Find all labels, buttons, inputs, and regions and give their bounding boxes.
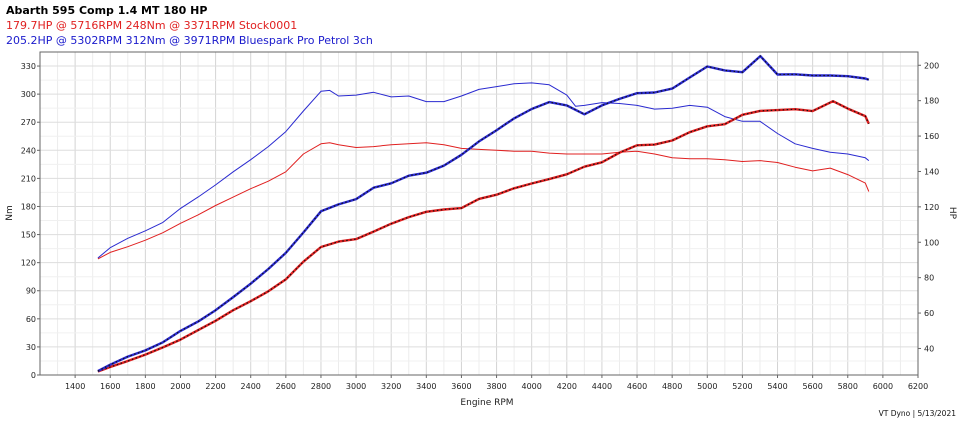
x-tick-label: 4200 xyxy=(557,382,577,391)
x-tick-label: 5400 xyxy=(767,382,787,391)
x-tick-label: 1600 xyxy=(100,382,120,391)
plot-frame xyxy=(39,51,919,376)
y2-tick-label: 140 xyxy=(924,167,939,176)
x-axis-label: Engine RPM xyxy=(460,398,513,408)
y2-tick-label: 80 xyxy=(924,274,934,283)
y-tick-label: 300 xyxy=(21,90,36,99)
x-tick-label: 6200 xyxy=(908,382,928,391)
y-axis-label-right: HP xyxy=(947,207,957,220)
y-tick-label: 210 xyxy=(21,174,36,183)
y-tick-label: 270 xyxy=(21,118,36,127)
footer-credit: VT Dyno | 5/13/2021 xyxy=(878,409,956,418)
series-line-bluespark-power-dots xyxy=(97,55,870,372)
x-tick-label: 2400 xyxy=(241,382,261,391)
run-summary-stock: 179.7HP @ 5716RPM 248Nm @ 3371RPM Stock0… xyxy=(6,19,298,32)
y-tick-label: 330 xyxy=(21,62,36,71)
x-tick-label: 1800 xyxy=(135,382,155,391)
y-tick-label: 0 xyxy=(31,371,36,380)
series-line-bluespark-torque xyxy=(97,82,870,259)
y2-tick-label: 200 xyxy=(924,61,939,70)
x-tick-label: 5800 xyxy=(838,382,858,391)
y-tick-label: 150 xyxy=(21,231,36,240)
y-tick-label: 180 xyxy=(21,202,36,211)
x-tick-label: 5600 xyxy=(802,382,822,391)
x-tick-label: 1400 xyxy=(65,382,85,391)
series-line-stock0001-power-dots xyxy=(97,100,870,373)
grid xyxy=(40,52,918,376)
y2-tick-label: 120 xyxy=(924,203,939,212)
run-summary-bluespark: 205.2HP @ 5302RPM 312Nm @ 3971RPM Bluesp… xyxy=(6,34,373,47)
x-tick-label: 4400 xyxy=(592,382,612,391)
y-tick-label: 120 xyxy=(21,259,36,268)
x-tick-label: 6000 xyxy=(873,382,893,391)
series-line-stock0001-torque xyxy=(97,142,870,260)
data-series xyxy=(97,54,870,373)
x-tick-label: 3600 xyxy=(451,382,471,391)
x-tick-label: 2000 xyxy=(170,382,190,391)
y-tick-label: 90 xyxy=(26,287,36,296)
x-tick-label: 5200 xyxy=(732,382,752,391)
y2-tick-label: 180 xyxy=(924,97,939,106)
x-tick-label: 3400 xyxy=(416,382,436,391)
chart-title: Abarth 595 Comp 1.4 MT 180 HP xyxy=(6,4,208,17)
y2-tick-label: 40 xyxy=(924,344,934,353)
x-tick-label: 4600 xyxy=(627,382,647,391)
y-tick-label: 240 xyxy=(21,146,36,155)
x-tick-label: 2600 xyxy=(276,382,296,391)
x-tick-label: 4000 xyxy=(522,382,542,391)
x-tick-label: 3000 xyxy=(346,382,366,391)
series-line-bluespark-power xyxy=(97,54,870,373)
axis-ticks: 0 30 60 90 120 150 180 210 240 270 300 330 40 60 80 100… xyxy=(21,61,940,391)
x-tick-label: 2800 xyxy=(311,382,331,391)
y-axis-label-left: Nm xyxy=(5,205,15,221)
y-tick-label: 30 xyxy=(26,343,36,352)
x-tick-label: 2200 xyxy=(205,382,225,391)
x-tick-label: 4800 xyxy=(662,382,682,391)
y2-tick-label: 160 xyxy=(924,132,939,141)
y-tick-label: 60 xyxy=(26,315,36,324)
x-tick-label: 3200 xyxy=(381,382,401,391)
y2-tick-label: 100 xyxy=(924,238,939,247)
x-tick-label: 5000 xyxy=(697,382,717,391)
series-line-stock0001-power xyxy=(97,100,870,373)
x-tick-label: 3800 xyxy=(486,382,506,391)
y2-tick-label: 60 xyxy=(924,309,934,318)
